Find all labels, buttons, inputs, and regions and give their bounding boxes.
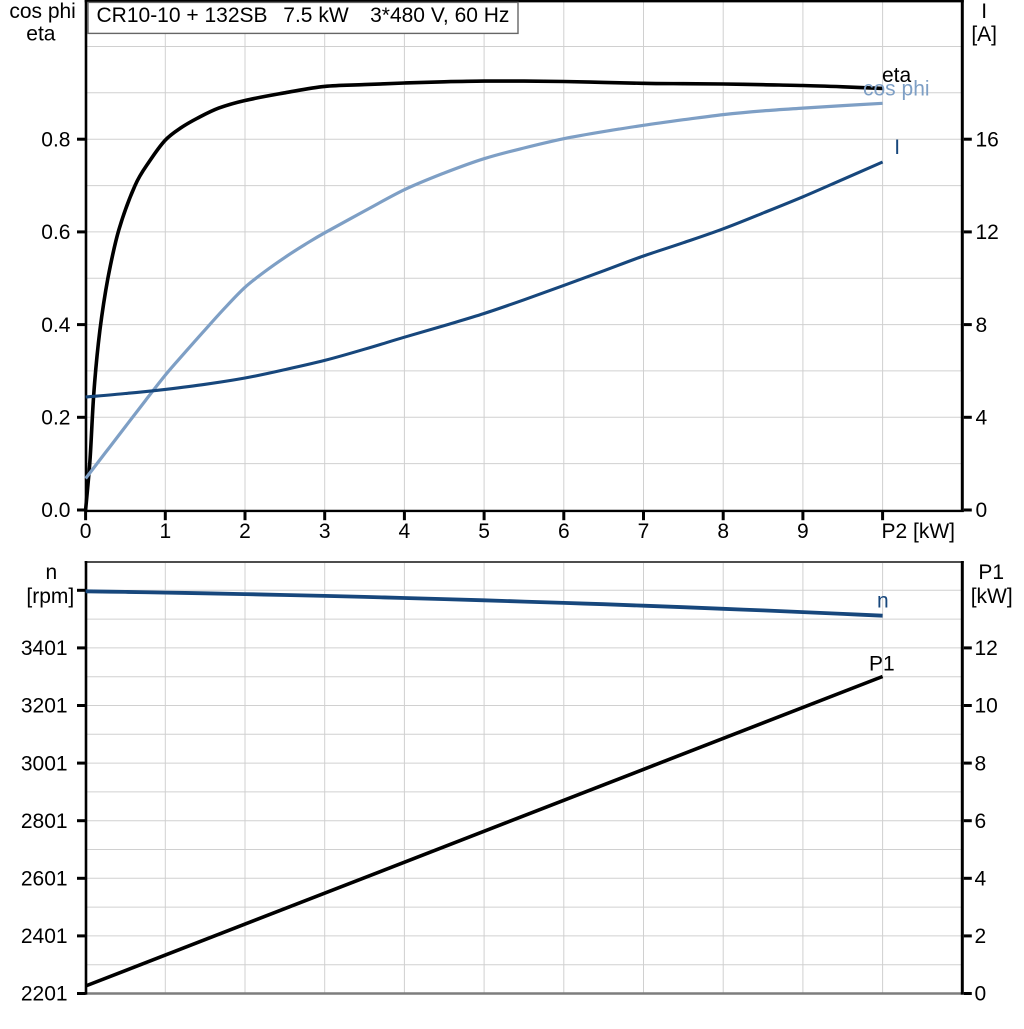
- svg-text:2: 2: [975, 925, 987, 948]
- svg-text:eta: eta: [26, 22, 56, 45]
- svg-text:0.2: 0.2: [41, 407, 70, 430]
- svg-text:CR10-10 + 132SB: CR10-10 + 132SB: [97, 4, 268, 27]
- svg-text:12: 12: [975, 637, 998, 660]
- svg-text:cos phi: cos phi: [9, 0, 76, 23]
- svg-text:0.8: 0.8: [41, 128, 70, 151]
- svg-text:12: 12: [976, 221, 999, 244]
- svg-text:7.5 kW: 7.5 kW: [283, 4, 349, 27]
- svg-text:2201: 2201: [21, 983, 68, 1006]
- svg-text:[rpm]: [rpm]: [26, 585, 74, 608]
- svg-text:7: 7: [638, 520, 650, 543]
- svg-text:3001: 3001: [21, 752, 68, 775]
- svg-text:2601: 2601: [21, 868, 68, 891]
- svg-text:P1: P1: [978, 561, 1004, 584]
- svg-text:n: n: [877, 590, 889, 613]
- svg-text:6: 6: [975, 810, 987, 833]
- svg-text:8: 8: [976, 314, 988, 337]
- svg-text:0.4: 0.4: [41, 314, 71, 337]
- svg-text:[kW]: [kW]: [971, 585, 1013, 608]
- svg-text:9: 9: [797, 520, 809, 543]
- svg-text:8: 8: [717, 520, 729, 543]
- svg-text:0.6: 0.6: [41, 221, 70, 244]
- svg-text:cos phi: cos phi: [863, 77, 930, 100]
- svg-text:3*480 V, 60 Hz: 3*480 V, 60 Hz: [370, 4, 509, 27]
- svg-text:P2 [kW]: P2 [kW]: [882, 520, 956, 543]
- svg-text:4: 4: [399, 520, 411, 543]
- svg-text:4: 4: [976, 407, 988, 430]
- svg-text:0: 0: [976, 499, 988, 522]
- svg-text:0: 0: [975, 983, 987, 1006]
- svg-text:2801: 2801: [21, 810, 68, 833]
- svg-text:[A]: [A]: [971, 23, 997, 46]
- svg-text:0.0: 0.0: [41, 499, 70, 522]
- svg-text:1: 1: [159, 520, 171, 543]
- svg-text:n: n: [45, 561, 57, 584]
- svg-text:I: I: [981, 0, 987, 23]
- svg-text:I: I: [894, 136, 900, 159]
- svg-text:eta: eta: [882, 64, 912, 87]
- svg-text:P1: P1: [869, 652, 895, 675]
- svg-text:5: 5: [478, 520, 490, 543]
- svg-text:16: 16: [976, 128, 999, 151]
- svg-text:0: 0: [80, 520, 92, 543]
- svg-text:4: 4: [975, 868, 987, 891]
- svg-text:10: 10: [975, 695, 998, 718]
- svg-text:2401: 2401: [21, 925, 68, 948]
- svg-text:2: 2: [239, 520, 251, 543]
- svg-text:6: 6: [558, 520, 570, 543]
- svg-text:3: 3: [319, 520, 331, 543]
- svg-text:3401: 3401: [21, 637, 68, 660]
- svg-text:3201: 3201: [21, 695, 68, 718]
- svg-text:8: 8: [975, 752, 987, 775]
